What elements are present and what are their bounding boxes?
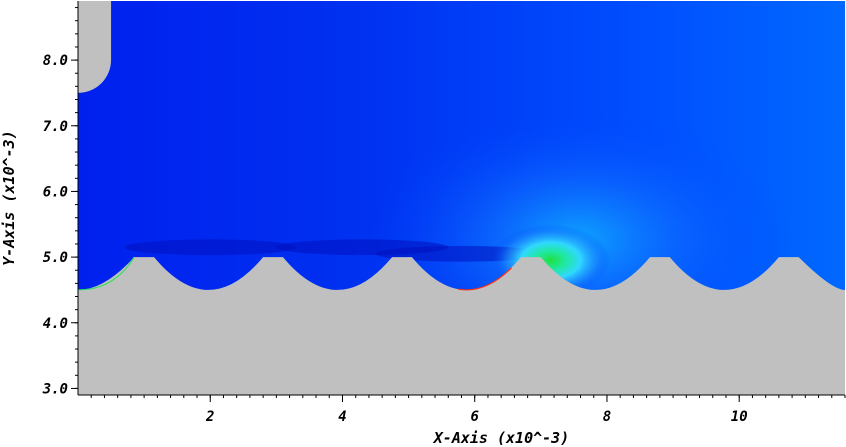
x-tick-label: 8: [603, 409, 611, 425]
y-tick-label: 5.0: [43, 250, 68, 266]
x-tick-label: 2: [205, 409, 214, 425]
x-tick-label: 6: [471, 409, 479, 425]
inlet-wall: [78, 1, 112, 93]
x-tick-label: 4: [338, 409, 346, 425]
solid-geometry: [78, 1, 845, 395]
x-axis-label: X-Axis (x10^-3): [432, 429, 569, 447]
wall-edge-hot: [408, 256, 522, 291]
wall-edge: [78, 256, 135, 291]
axes: 2 4 6 8 10 3.0 4.0 5.0 6.0 7.0 8.0: [42, 1, 846, 425]
y-tick-label: 8.0: [43, 53, 68, 69]
y-axis-label: Y-Axis (x10^-3): [0, 130, 18, 265]
x-tick-label: 10: [731, 409, 748, 425]
wall-solid: [78, 257, 845, 395]
y-tick-label: 6.0: [43, 184, 68, 200]
y-tick-label: 3.0: [42, 381, 68, 397]
vortex-band: [124, 239, 297, 256]
y-tick-label: 7.0: [43, 119, 68, 135]
y-tick-label: 4.0: [43, 316, 68, 332]
